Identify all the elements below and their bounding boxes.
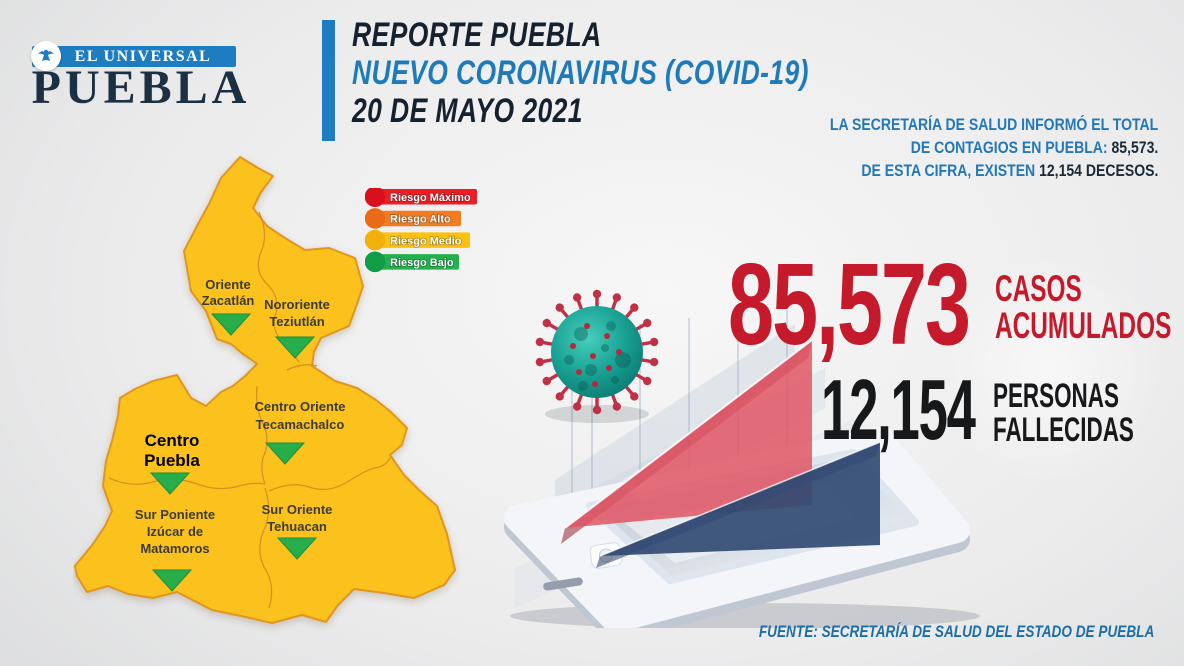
summary-cases-bold: 85,573. [1111,139,1158,157]
summary-text-block: LA SECRETARÍA DE SALUD INFORMÓ EL TOTAL … [772,114,1158,183]
region-label: Teziutlán [269,314,324,329]
region-label: Izúcar de [147,524,203,539]
el-universal-logo-bar: EL UNIVERSAL [32,46,236,67]
legend-dot-bajo [365,251,386,273]
cases-label: CASOS ACUMULADOS [995,268,1172,346]
region-label: Matamoros [140,541,209,556]
header-line-1: REPORTE PUEBLA [352,16,602,54]
header-accent-rule [322,20,335,141]
puebla-risk-map: Oriente Zacatlán Nororiente Teziutlán Ce… [74,156,456,624]
legend-item-riesgo-maximo: Riesgo Máximo [365,188,477,207]
legend-dot-medio [365,229,386,251]
summary-line-1: LA SECRETARÍA DE SALUD INFORMÓ EL TOTAL [829,116,1158,134]
el-universal-eagle-icon [31,41,61,71]
region-label: Tecamachalco [256,417,345,432]
legend-dot-maximo [365,188,386,207]
region-label: Zacatlán [202,293,255,308]
region-sur-oriente-tehuacan: Sur Oriente Tehuacan [262,502,333,560]
region-sur-poniente-izucar: Sur Poniente Izúcar de Matamoros [135,507,215,592]
legend-label-medio: Riesgo Medio [390,235,462,247]
trend-down-triangle [149,472,191,495]
header-title-block: REPORTE PUEBLA NUEVO CORONAVIRUS (COVID-… [352,16,938,130]
legend-bar-maximo [371,189,477,205]
legend-label-maximo: Riesgo Máximo [390,192,471,204]
legend-label-alto: Riesgo Alto [390,214,451,226]
trend-down-triangle [264,442,306,465]
tablet-growth-chart-illustration [504,288,980,628]
region-label: Oriente [205,277,251,292]
region-label: Puebla [144,451,200,470]
trend-down-triangle [210,313,252,336]
region-label: Centro [145,431,200,450]
legend-item-riesgo-alto: Riesgo Alto [365,208,461,229]
legend-bar-medio [371,232,470,248]
background-glow [930,250,1170,490]
tablet-port [543,577,583,591]
legend-bar-bajo [371,254,459,270]
header-line-3-date: 20 DE MAYO 2021 [352,92,583,130]
deaths-label: PERSONAS FALLECIDAS [993,377,1134,449]
el-universal-brand: EL UNIVERSAL [74,47,212,65]
deaths-growth-wedge [596,441,881,568]
risk-legend: Riesgo Máximo Riesgo Alto Riesgo Medio R… [365,188,477,273]
region-label: Sur Oriente [262,502,333,517]
legend-bar-alto [371,210,461,227]
legend-item-riesgo-bajo: Riesgo Bajo [365,251,459,273]
legend-dot-alto [365,208,386,229]
region-label: Nororiente [264,297,330,312]
cases-growth-wedge [561,339,813,544]
summary-deaths-bold: 12,154 DECESOS. [1038,162,1158,180]
coronavirus-icon [533,288,661,423]
source-attribution: FUENTE: SECRETARÍA DE SALUD DEL ESTADO D… [758,622,1154,641]
region-label: Sur Poniente [135,507,215,522]
summary-line-2: DE CONTAGIOS EN PUEBLA: 85,573. [910,139,1158,157]
region-centro-puebla: Centro Puebla [144,431,200,495]
header-line-2: NUEVO CORONAVIRUS (COVID-19) [352,54,809,92]
cases-count: 85,573 [728,239,971,369]
legend-label-bajo: Riesgo Bajo [390,257,454,269]
trend-down-triangle [274,336,316,359]
summary-line-3: DE ESTA CIFRA, EXISTEN 12,154 DECESOS. [861,162,1158,180]
region-centro-oriente-tecamachalco: Centro Oriente Tecamachalco [254,399,346,465]
trend-down-triangle [276,537,318,560]
region-nororiente-teziutlan: Nororiente Teziutlán [264,297,330,359]
deaths-count: 12,154 [821,363,976,458]
logo-region-title: PUEBLA [31,61,251,114]
region-oriente-zacatlan: Oriente Zacatlán [202,277,255,336]
puebla-state-shape [74,156,456,624]
region-label: Centro Oriente [254,399,345,414]
legend-item-riesgo-medio: Riesgo Medio [365,229,470,251]
trend-down-triangle [151,569,193,592]
region-label: Tehuacan [267,519,327,534]
